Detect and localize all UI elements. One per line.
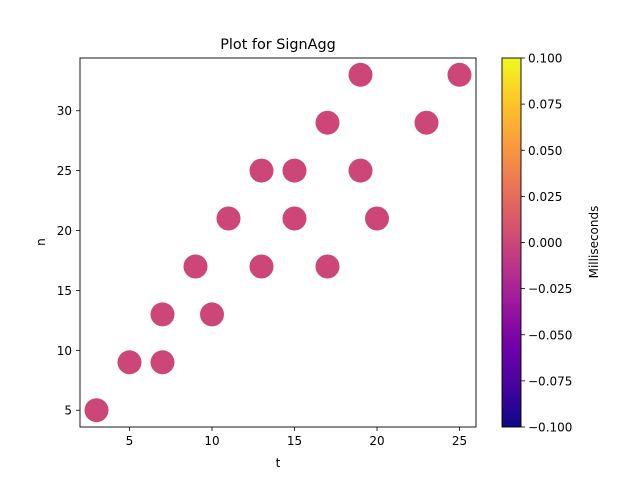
- data-point-10: [282, 206, 307, 231]
- data-point-9: [249, 158, 274, 183]
- data-point-14: [348, 158, 373, 183]
- data-point-15: [348, 62, 373, 87]
- colorbar-tick-label: 0.000: [528, 236, 562, 250]
- y-tick-label: 30: [57, 104, 72, 118]
- x-tick-label: 20: [369, 434, 384, 448]
- data-point-12: [315, 254, 340, 279]
- colorbar-tick-label: 0.050: [528, 144, 562, 158]
- colorbar-tick-label: 0.025: [528, 190, 562, 204]
- x-tick-label: 5: [126, 434, 134, 448]
- colorbar: [501, 57, 522, 428]
- data-point-4: [150, 302, 175, 327]
- x-tick-label: 15: [287, 434, 302, 448]
- data-point-7: [216, 206, 241, 231]
- data-point-5: [183, 254, 208, 279]
- colorbar-ticks: 0.100 0.075 0.050 0.025 0.000 −0.025 −0.050 −0.…: [521, 52, 572, 435]
- y-axis-ticks: 5 10 15 20 25 30: [57, 104, 80, 418]
- x-axis-label: t: [276, 456, 281, 470]
- data-point-8: [249, 254, 274, 279]
- colorbar-tick-label: −0.100: [528, 421, 572, 435]
- x-axis-ticks: 5 10 15 20 25: [126, 427, 467, 448]
- data-point-6: [200, 302, 224, 327]
- data-point-11: [282, 158, 307, 183]
- data-point-1: [84, 398, 109, 423]
- data-point-13: [315, 110, 340, 135]
- y-axis-label: n: [34, 238, 48, 246]
- colorbar-tick-label: −0.075: [528, 374, 572, 388]
- y-tick-label: 5: [64, 404, 72, 418]
- data-point-16: [365, 206, 389, 231]
- points-layer: [84, 62, 472, 423]
- colorbar-tick-label: −0.050: [528, 328, 572, 342]
- colorbar-label: Milliseconds: [587, 206, 601, 279]
- y-tick-label: 25: [57, 164, 72, 178]
- data-point-2: [117, 350, 142, 375]
- y-tick-label: 10: [57, 344, 72, 358]
- colorbar-tick-label: 0.100: [528, 52, 562, 66]
- colorbar-tick-label: 0.075: [528, 98, 562, 112]
- chart-title: Plot for SignAgg: [220, 37, 336, 53]
- x-tick-label: 10: [204, 434, 219, 448]
- colorbar-tick-label: −0.025: [528, 282, 572, 296]
- plot-area-frame: [79, 57, 477, 428]
- data-point-18: [447, 62, 472, 87]
- data-point-3: [150, 350, 175, 375]
- y-tick-label: 15: [57, 284, 72, 298]
- x-tick-label: 25: [452, 434, 467, 448]
- y-tick-label: 20: [57, 224, 72, 238]
- data-point-17: [414, 110, 439, 135]
